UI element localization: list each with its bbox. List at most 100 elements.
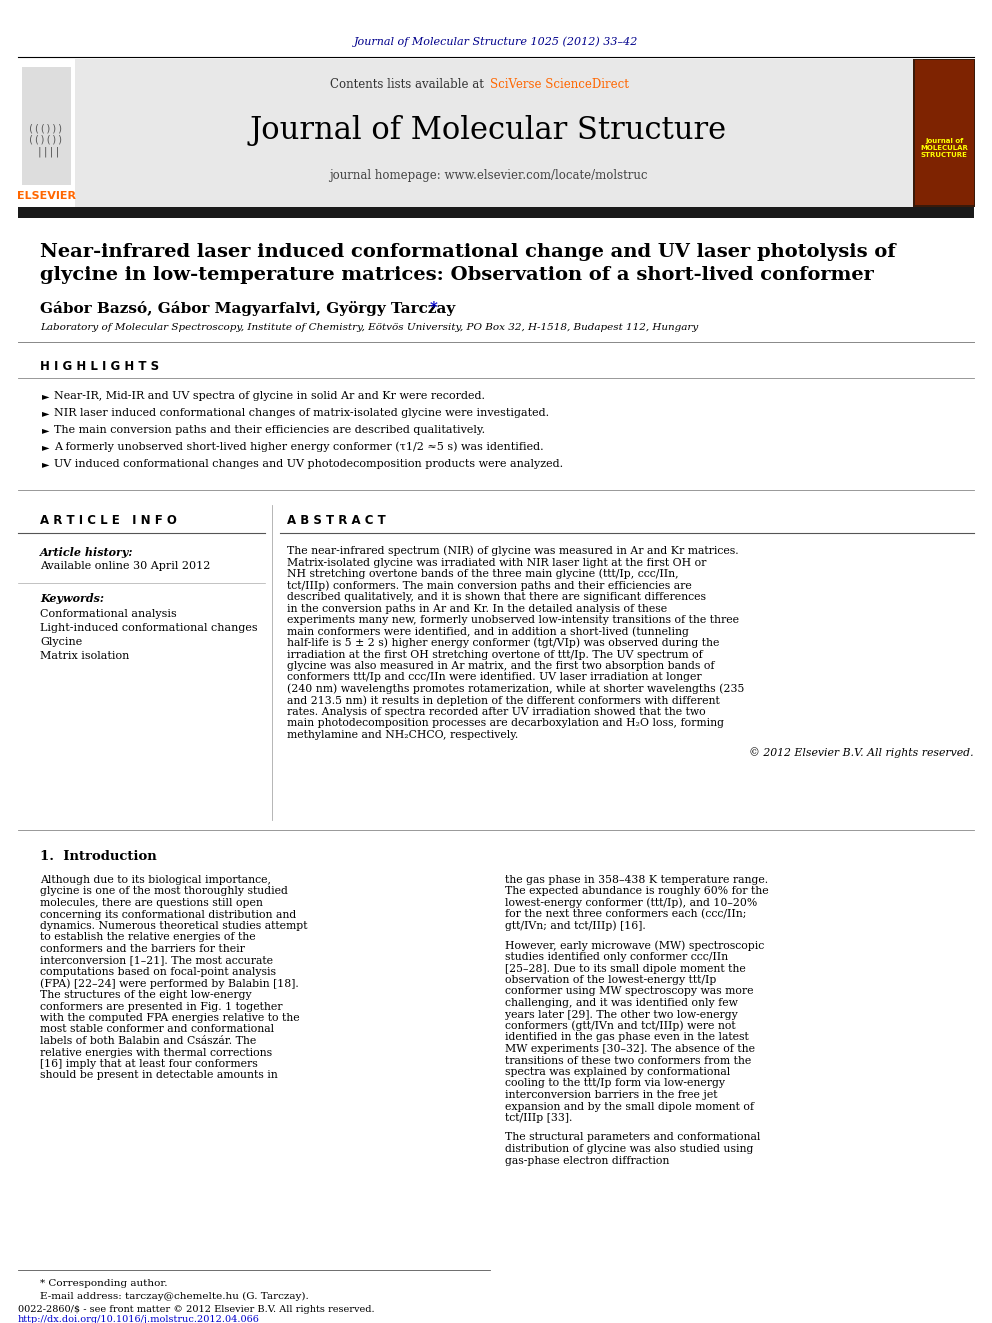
Text: ►: ► — [42, 442, 50, 452]
Text: Journal of Molecular Structure 1025 (2012) 33–42: Journal of Molecular Structure 1025 (201… — [354, 37, 638, 48]
Text: gas-phase electron diffraction: gas-phase electron diffraction — [505, 1155, 670, 1166]
Text: dynamics. Numerous theoretical studies attempt: dynamics. Numerous theoretical studies a… — [40, 921, 308, 931]
Text: interconversion [1–21]. The most accurate: interconversion [1–21]. The most accurat… — [40, 955, 273, 966]
Text: journal of
MOLECULAR
STRUCTURE: journal of MOLECULAR STRUCTURE — [920, 138, 968, 157]
Text: Near-infrared laser induced conformational change and UV laser photolysis of: Near-infrared laser induced conformation… — [40, 243, 896, 261]
Text: A formerly unobserved short-lived higher energy conformer (τ1/2 ≈5 s) was identi: A formerly unobserved short-lived higher… — [54, 442, 544, 452]
Text: © 2012 Elsevier B.V. All rights reserved.: © 2012 Elsevier B.V. All rights reserved… — [749, 747, 974, 758]
Text: Matrix isolation: Matrix isolation — [40, 651, 129, 662]
Text: The expected abundance is roughly 60% for the: The expected abundance is roughly 60% fo… — [505, 886, 769, 897]
Text: ►: ► — [42, 425, 50, 435]
Text: ►: ► — [42, 459, 50, 468]
Bar — [18, 206, 974, 218]
Text: distribution of glycine was also studied using: distribution of glycine was also studied… — [505, 1144, 753, 1154]
Text: most stable conformer and conformational: most stable conformer and conformational — [40, 1024, 274, 1035]
Text: 1.  Introduction: 1. Introduction — [40, 849, 157, 863]
Text: glycine is one of the most thoroughly studied: glycine is one of the most thoroughly st… — [40, 886, 288, 897]
Text: described qualitatively, and it is shown that there are significant differences: described qualitatively, and it is shown… — [287, 591, 706, 602]
Text: identified in the gas phase even in the latest: identified in the gas phase even in the … — [505, 1032, 749, 1043]
Text: spectra was explained by conformational: spectra was explained by conformational — [505, 1068, 730, 1077]
Text: Near-IR, Mid-IR and UV spectra of glycine in solid Ar and Kr were recorded.: Near-IR, Mid-IR and UV spectra of glycin… — [54, 392, 485, 401]
Text: methylamine and NH₂CHCO, respectively.: methylamine and NH₂CHCO, respectively. — [287, 730, 518, 740]
Text: conformers are presented in Fig. 1 together: conformers are presented in Fig. 1 toget… — [40, 1002, 283, 1012]
Text: interconversion barriers in the free jet: interconversion barriers in the free jet — [505, 1090, 717, 1099]
Text: SciVerse ScienceDirect: SciVerse ScienceDirect — [490, 78, 629, 90]
Text: tct/IIIp [33].: tct/IIIp [33]. — [505, 1113, 572, 1123]
Text: The structural parameters and conformational: The structural parameters and conformati… — [505, 1132, 761, 1143]
Text: glycine in low-temperature matrices: Observation of a short-lived conformer: glycine in low-temperature matrices: Obs… — [40, 266, 874, 284]
Text: Gábor Bazsó, Gábor Magyarfalvi, György Tarczay: Gábor Bazsó, Gábor Magyarfalvi, György T… — [40, 300, 460, 315]
Text: for the next three conformers each (ccc/IIn;: for the next three conformers each (ccc/… — [505, 909, 746, 919]
Text: transitions of these two conformers from the: transitions of these two conformers from… — [505, 1056, 751, 1065]
Text: Contents lists available at: Contents lists available at — [330, 78, 488, 90]
Text: ((()))
(()())
 ||||: ((())) (()()) |||| — [29, 123, 63, 157]
Text: the gas phase in 358–438 K temperature range.: the gas phase in 358–438 K temperature r… — [505, 875, 768, 885]
Text: gtt/IVn; and tct/IIIp) [16].: gtt/IVn; and tct/IIIp) [16]. — [505, 921, 646, 931]
Text: The structures of the eight low-energy: The structures of the eight low-energy — [40, 990, 252, 1000]
Text: Laboratory of Molecular Spectroscopy, Institute of Chemistry, Eötvös University,: Laboratory of Molecular Spectroscopy, In… — [40, 324, 698, 332]
Text: Although due to its biological importance,: Although due to its biological importanc… — [40, 875, 271, 885]
Text: (FPA) [22–24] were performed by Balabin [18].: (FPA) [22–24] were performed by Balabin … — [40, 978, 299, 988]
Text: Glycine: Glycine — [40, 636, 82, 647]
Text: with the computed FPA energies relative to the: with the computed FPA energies relative … — [40, 1013, 300, 1023]
Text: Light-induced conformational changes: Light-induced conformational changes — [40, 623, 258, 632]
Text: should be present in detectable amounts in: should be present in detectable amounts … — [40, 1070, 278, 1081]
Text: [16] imply that at least four conformers: [16] imply that at least four conformers — [40, 1058, 258, 1069]
Text: main photodecomposition processes are decarboxylation and H₂O loss, forming: main photodecomposition processes are de… — [287, 718, 724, 729]
Bar — [18, 60, 75, 206]
Text: journal homepage: www.elsevier.com/locate/molstruc: journal homepage: www.elsevier.com/locat… — [328, 168, 647, 181]
Text: The main conversion paths and their efficiencies are described qualitatively.: The main conversion paths and their effi… — [54, 425, 485, 435]
Text: A B S T R A C T: A B S T R A C T — [287, 513, 386, 527]
Text: Conformational analysis: Conformational analysis — [40, 609, 177, 619]
Text: challenging, and it was identified only few: challenging, and it was identified only … — [505, 998, 738, 1008]
Text: * Corresponding author.: * Corresponding author. — [40, 1278, 168, 1287]
Text: tct/IIIp) conformers. The main conversion paths and their efficiencies are: tct/IIIp) conformers. The main conversio… — [287, 581, 691, 591]
Text: http://dx.doi.org/10.1016/j.molstruc.2012.04.066: http://dx.doi.org/10.1016/j.molstruc.201… — [18, 1315, 260, 1323]
Text: Journal of Molecular Structure: Journal of Molecular Structure — [249, 115, 726, 146]
Text: A R T I C L E   I N F O: A R T I C L E I N F O — [40, 513, 177, 527]
Bar — [22, 67, 71, 185]
Text: ELSEVIER: ELSEVIER — [17, 191, 75, 201]
Text: Keywords:: Keywords: — [40, 594, 104, 605]
Text: [25–28]. Due to its small dipole moment the: [25–28]. Due to its small dipole moment … — [505, 963, 746, 974]
Text: lowest-energy conformer (ttt/Ip), and 10–20%: lowest-energy conformer (ttt/Ip), and 10… — [505, 898, 757, 909]
Text: glycine was also measured in Ar matrix, and the first two absorption bands of: glycine was also measured in Ar matrix, … — [287, 662, 714, 671]
Text: irradiation at the first OH stretching overtone of ttt/Ip. The UV spectrum of: irradiation at the first OH stretching o… — [287, 650, 702, 659]
Text: Matrix-isolated glycine was irradiated with NIR laser light at the first OH or: Matrix-isolated glycine was irradiated w… — [287, 557, 706, 568]
Text: Available online 30 April 2012: Available online 30 April 2012 — [40, 561, 210, 572]
Text: E-mail address: tarczay@chemelte.hu (G. Tarczay).: E-mail address: tarczay@chemelte.hu (G. … — [40, 1291, 309, 1301]
Text: main conformers were identified, and in addition a short-lived (tunneling: main conformers were identified, and in … — [287, 626, 688, 636]
Text: conformers (gtt/IVn and tct/IIIp) were not: conformers (gtt/IVn and tct/IIIp) were n… — [505, 1021, 736, 1032]
Text: labels of both Balabin and Császár. The: labels of both Balabin and Császár. The — [40, 1036, 256, 1046]
Text: studies identified only conformer ccc/IIn: studies identified only conformer ccc/II… — [505, 953, 728, 962]
Text: concerning its conformational distribution and: concerning its conformational distributi… — [40, 909, 297, 919]
Text: conformer using MW spectroscopy was more: conformer using MW spectroscopy was more — [505, 987, 754, 996]
Text: cooling to the ttt/Ip form via low-energy: cooling to the ttt/Ip form via low-energ… — [505, 1078, 725, 1089]
Text: to establish the relative energies of the: to establish the relative energies of th… — [40, 933, 256, 942]
Text: experiments many new, formerly unobserved low-intensity transitions of the three: experiments many new, formerly unobserve… — [287, 615, 739, 624]
Text: MW experiments [30–32]. The absence of the: MW experiments [30–32]. The absence of t… — [505, 1044, 755, 1054]
Text: However, early microwave (MW) spectroscopic: However, early microwave (MW) spectrosco… — [505, 941, 764, 951]
Text: rates. Analysis of spectra recorded after UV irradiation showed that the two: rates. Analysis of spectra recorded afte… — [287, 706, 705, 717]
Text: Article history:: Article history: — [40, 546, 134, 557]
Text: NIR laser induced conformational changes of matrix-isolated glycine were investi: NIR laser induced conformational changes… — [54, 407, 550, 418]
Text: ►: ► — [42, 407, 50, 418]
Text: observation of the lowest-energy ttt/Ip: observation of the lowest-energy ttt/Ip — [505, 975, 716, 986]
Text: half-life is 5 ± 2 s) higher energy conformer (tgt/VIp) was observed during the: half-life is 5 ± 2 s) higher energy conf… — [287, 638, 719, 648]
Text: conformers ttt/Ip and ccc/IIn were identified. UV laser irradiation at longer: conformers ttt/Ip and ccc/IIn were ident… — [287, 672, 701, 683]
Bar — [915, 60, 974, 205]
Text: years later [29]. The other two low-energy: years later [29]. The other two low-ener… — [505, 1009, 738, 1020]
Text: (240 nm) wavelengths promotes rotamerization, while at shorter wavelengths (235: (240 nm) wavelengths promotes rotameriza… — [287, 684, 744, 695]
Text: NH stretching overtone bands of the three main glycine (ttt/Ip, ccc/IIn,: NH stretching overtone bands of the thre… — [287, 569, 679, 579]
Text: in the conversion paths in Ar and Kr. In the detailed analysis of these: in the conversion paths in Ar and Kr. In… — [287, 603, 668, 614]
Text: conformers and the barriers for their: conformers and the barriers for their — [40, 945, 245, 954]
Text: H I G H L I G H T S: H I G H L I G H T S — [40, 360, 159, 373]
Text: computations based on focal-point analysis: computations based on focal-point analys… — [40, 967, 276, 976]
Text: molecules, there are questions still open: molecules, there are questions still ope… — [40, 898, 263, 908]
Text: relative energies with thermal corrections: relative energies with thermal correctio… — [40, 1048, 272, 1057]
Text: ►: ► — [42, 392, 50, 401]
Bar — [75, 60, 913, 206]
Text: and 213.5 nm) it results in depletion of the different conformers with different: and 213.5 nm) it results in depletion of… — [287, 695, 720, 705]
Text: *: * — [430, 302, 437, 315]
Text: 0022-2860/$ - see front matter © 2012 Elsevier B.V. All rights reserved.: 0022-2860/$ - see front matter © 2012 El… — [18, 1304, 375, 1314]
